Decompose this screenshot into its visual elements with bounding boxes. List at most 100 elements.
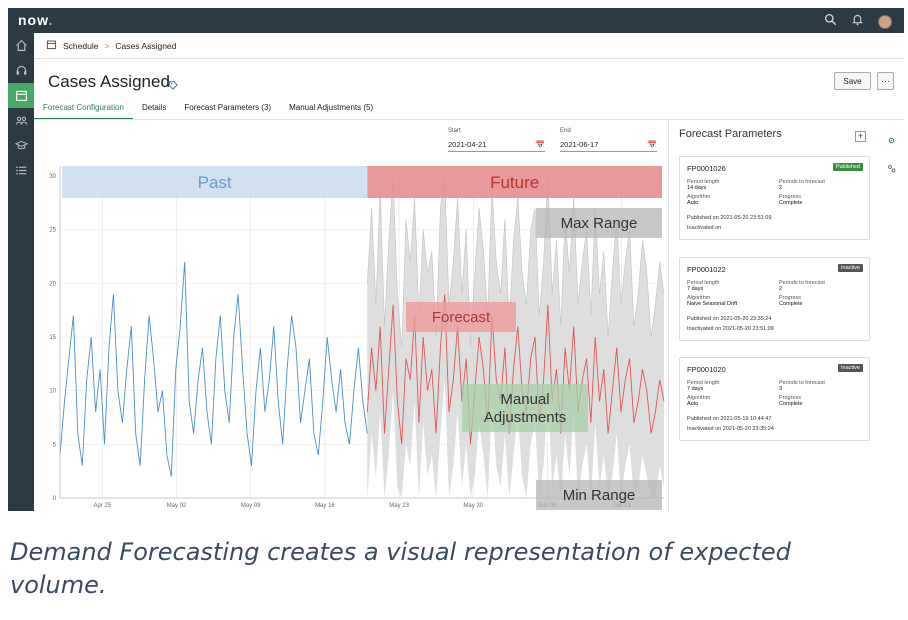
algorithm-value: Auto: [687, 401, 699, 407]
forecast-id[interactable]: FP0001022: [687, 265, 726, 274]
top-bar: now.: [8, 8, 904, 33]
tab-divider: [34, 119, 904, 120]
breadcrumb-cases-assigned[interactable]: Cases Assigned: [115, 40, 177, 51]
y-tick-label: 0: [53, 496, 57, 502]
progress-label: Progress: [779, 395, 802, 401]
forecast-parameters-title: Forecast Parameters: [679, 128, 782, 140]
forecast-card[interactable]: Inactive FP0001022 Period length 7 days P…: [679, 257, 870, 341]
caption: Demand Forecasting creates a visual repr…: [10, 538, 791, 599]
period-length-label: Period length: [687, 179, 720, 185]
list-icon[interactable]: [8, 158, 34, 183]
servicenow-logo[interactable]: now.: [18, 12, 54, 28]
range-band: [367, 176, 664, 498]
settings-icon[interactable]: [887, 160, 896, 178]
add-forecast-button[interactable]: +: [855, 131, 866, 142]
headset-icon[interactable]: [8, 58, 34, 83]
forecast-box: [406, 302, 516, 332]
people-icon[interactable]: [8, 108, 34, 133]
periods-label: Periods to forecast: [779, 280, 825, 286]
progress-value: Complete: [779, 200, 803, 206]
x-tick-label: Apr 25: [94, 503, 112, 509]
breadcrumb-schedule[interactable]: Schedule: [63, 40, 99, 51]
tab-details[interactable]: Details: [141, 103, 167, 112]
tag-icon[interactable]: [168, 77, 178, 90]
period-length-value: 7 days: [687, 386, 704, 392]
right-rail: [878, 120, 904, 511]
y-tick-label: 10: [49, 389, 56, 395]
tab-bar: Forecast Configuration Details Forecast …: [34, 100, 382, 120]
forecast-label: Forecast: [432, 309, 491, 326]
y-tick-label: 15: [49, 335, 56, 341]
y-tick-label: 5: [53, 442, 57, 448]
end-date-value[interactable]: 2021-06-17: [560, 140, 599, 149]
tab-forecast-parameters[interactable]: Forecast Parameters (3): [184, 103, 272, 112]
future-region: [367, 166, 662, 198]
end-date-field[interactable]: End 2021-06-17 📅: [560, 128, 657, 152]
save-button[interactable]: Save: [834, 72, 871, 90]
y-tick-label: 20: [49, 281, 56, 287]
published-on: Published on 2021-05-19 10:44:47: [687, 416, 772, 422]
max-range-series: [367, 175, 665, 348]
algorithm-label: Algorithm: [687, 295, 711, 301]
period-length-value: 14 days: [687, 185, 707, 191]
inactivated-on: Inactivated on 2021-05-20 23:51:09: [687, 326, 774, 332]
calendar-icon: [46, 39, 57, 52]
avatar[interactable]: [878, 15, 892, 29]
inactivated-on: Inactivated on 2021-05-20 23:35:24: [687, 426, 774, 432]
max-range-box: [536, 208, 662, 238]
x-tick-label: May 16: [315, 503, 335, 509]
x-tick-label: May 23: [389, 503, 409, 509]
periods-value: 2: [779, 286, 783, 292]
forecast-card[interactable]: Published FP0001026 Period length 14 days…: [679, 156, 870, 240]
status-badge: Published: [832, 163, 863, 171]
x-tick-label: May 02: [167, 503, 187, 509]
periods-value: 2: [779, 185, 783, 191]
manual-adjustments-box: [462, 384, 588, 432]
x-tick-label: May 30: [463, 503, 483, 509]
past-region: [62, 166, 368, 198]
calendar-icon[interactable]: 📅: [647, 140, 657, 149]
calendar-icon[interactable]: [8, 83, 34, 108]
forecast-chart-svg[interactable]: 0 5 10 15 20 25 30 Apr 25 May 02 May 09 May 16 May …: [34, 158, 670, 510]
breadcrumb: Schedule > Cases Assigned: [34, 33, 904, 59]
start-date-label: Start: [448, 128, 461, 134]
forecast-parameters-panel: Forecast Parameters + Published FP000102…: [668, 120, 876, 511]
search-icon[interactable]: [824, 13, 837, 31]
status-badge: Inactive: [838, 264, 863, 272]
bell-icon[interactable]: [851, 13, 864, 31]
progress-value: Complete: [779, 401, 803, 407]
y-tick-label: 30: [49, 174, 56, 180]
past-series: [59, 261, 368, 477]
inactivated-on: Inactivated on: [687, 225, 722, 231]
gear-icon[interactable]: [887, 132, 896, 150]
left-nav: [8, 33, 34, 511]
max-range-label: Max Range: [561, 215, 638, 232]
forecast-card[interactable]: Inactive FP0001020 Period length 7 days P…: [679, 357, 870, 441]
manual-adjustments-label-2: Adjustments: [484, 409, 567, 426]
periods-value: 3: [779, 386, 783, 392]
calendar-icon[interactable]: 📅: [535, 140, 545, 149]
start-date-value[interactable]: 2021-04-21: [448, 140, 487, 149]
forecast-id[interactable]: FP0001020: [687, 365, 726, 374]
end-date-label: End: [560, 128, 571, 134]
tab-manual-adjustments[interactable]: Manual Adjustments (5): [289, 103, 374, 112]
forecast-id[interactable]: FP0001026: [687, 164, 726, 173]
progress-label: Progress: [779, 194, 802, 200]
manual-adjustments-label-1: Manual: [500, 391, 549, 408]
app-window: now. Schedule > Cases Assigned Cases Ass…: [8, 8, 904, 511]
tab-forecast-configuration[interactable]: Forecast Configuration: [34, 100, 133, 120]
min-range-box: [536, 480, 662, 510]
past-label: Past: [198, 173, 232, 192]
progress-value: Complete: [779, 301, 803, 307]
breadcrumb-separator: >: [104, 40, 110, 51]
more-options-button[interactable]: ···: [877, 72, 894, 90]
start-date-field[interactable]: Start 2021-04-21 📅: [448, 128, 545, 152]
graduation-cap-icon[interactable]: [8, 133, 34, 158]
page-title: Cases Assigned: [48, 72, 170, 91]
forecast-chart[interactable]: 0 5 10 15 20 25 30 Apr 25 May 02 May 09 May 16 May …: [34, 158, 670, 510]
home-icon[interactable]: [8, 33, 34, 58]
periods-label: Periods to forecast: [779, 380, 825, 386]
forecast-series: [366, 294, 665, 445]
algorithm-value: Auto: [687, 200, 699, 206]
future-label: Future: [490, 173, 539, 192]
